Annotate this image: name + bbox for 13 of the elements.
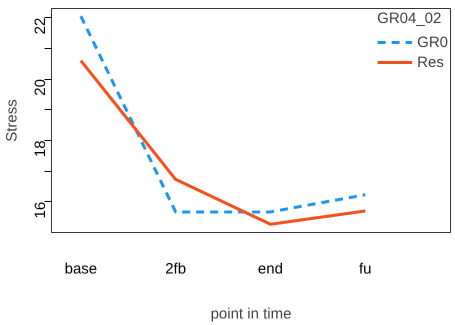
legend-title: GR04_02 [377, 10, 442, 27]
x-axis-title: point in time [210, 306, 292, 322]
x-tick-label: base [64, 260, 98, 278]
y-tick-label: 18 [32, 140, 49, 158]
y-tick-label: 22 [32, 18, 49, 34]
y-tick-label: 16 [32, 202, 49, 218]
x-tick-label: 2fb [165, 260, 186, 278]
x-tick-label: fu [358, 260, 372, 278]
y-tick-label: 20 [32, 79, 49, 96]
y-axis-title: Stress [4, 99, 20, 142]
legend-label: Res [417, 54, 444, 70]
legend-label: GR0 [417, 34, 448, 50]
x-tick-label: end [258, 260, 283, 278]
